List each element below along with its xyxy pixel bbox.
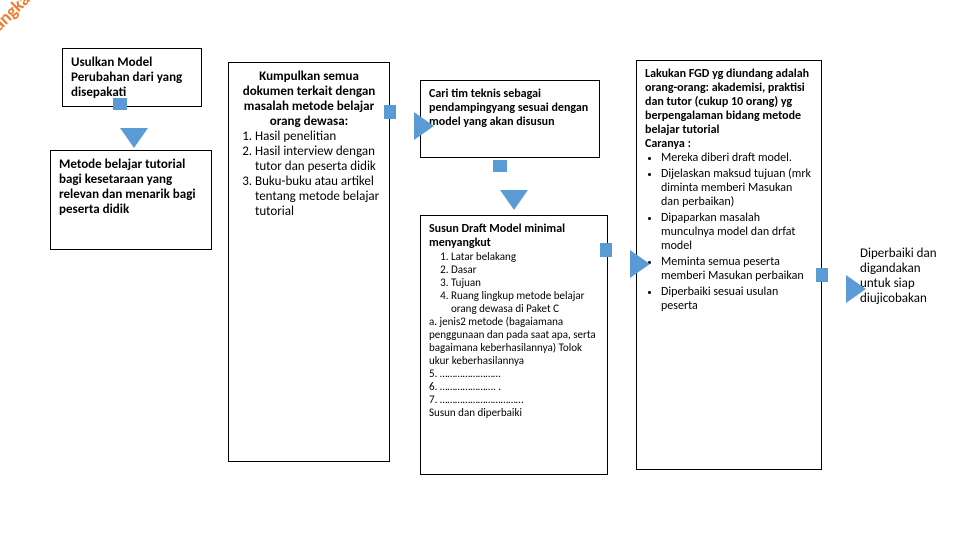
arrow-right-icon [414, 112, 434, 140]
box-susun-draft: Susun Draft Model minimal menyangkut Lat… [420, 215, 608, 475]
box-text: Usulkan Model Perubahan dari yang disepa… [71, 55, 182, 100]
box-text: Diperbaiki dan digandakan untuk siap diu… [860, 246, 937, 306]
list-item: Tujuan [451, 276, 599, 289]
arrow-down-icon [120, 128, 148, 148]
box-metode-belajar: Metode belajar tutorial bagi kesetaraan … [50, 150, 212, 250]
list-item: Buku-buku atau artikel tentang metode be… [255, 174, 381, 219]
box-text: Cari tim teknis sebagai pendampingyang s… [429, 87, 588, 129]
list-item: Ruang lingkup metode belajar orang dewas… [451, 289, 599, 315]
list-item: Diperbaiki sesuai usulan peserta [661, 285, 813, 313]
list-item: Hasil interview dengan tutor dan peserta… [255, 144, 381, 174]
list-item: Latar belakang [451, 250, 599, 263]
arrow-right-icon [630, 250, 650, 278]
box-intro: Kumpulkan semua dokumen terkait dengan m… [237, 69, 381, 129]
box-fgd: Lakukan FGD yg diundang adalah orang-ora… [636, 60, 822, 470]
box-intro: Lakukan FGD yg diundang adalah orang-ora… [645, 67, 813, 151]
bullet-list: Mereka diberi draft model. Dijelaskan mak… [645, 151, 813, 313]
ordered-list: Latar belakangDasarTujuanRuang lingkup m… [429, 250, 599, 315]
box-usulkan-model: Usulkan Model Perubahan dari yang disepa… [62, 48, 202, 107]
ordered-list: Hasil penelitianHasil interview dengan t… [237, 129, 381, 219]
box-cari-tim: Cari tim teknis sebagai pendampingyang s… [420, 80, 600, 158]
list-item: Hasil penelitian [255, 129, 381, 144]
box-diperbaiki: Diperbaiki dan digandakan untuk siap diu… [852, 240, 957, 330]
list-item: Mereka diberi draft model. [661, 151, 813, 165]
box-tail: a. jenis2 metode (bagaiamana penggunaan … [429, 315, 599, 419]
list-item: Dipaparkan masalah munculnya model dan d… [661, 211, 813, 253]
box-title: Susun Draft Model minimal menyangkut [429, 222, 599, 250]
arrow-down-icon [500, 190, 528, 210]
list-item: Dasar [451, 263, 599, 276]
list-item: Dijelaskan maksud tujuan (mrk diminta me… [661, 167, 813, 209]
list-item: Meminta semua peserta memberi Masukan pe… [661, 255, 813, 283]
box-kumpulkan-dokumen: Kumpulkan semua dokumen terkait dengan m… [228, 62, 390, 462]
box-text: Metode belajar tutorial bagi kesetaraan … [59, 157, 196, 217]
arrow-right-icon [846, 275, 866, 303]
step-label: Langkah 2 [0, 0, 50, 41]
